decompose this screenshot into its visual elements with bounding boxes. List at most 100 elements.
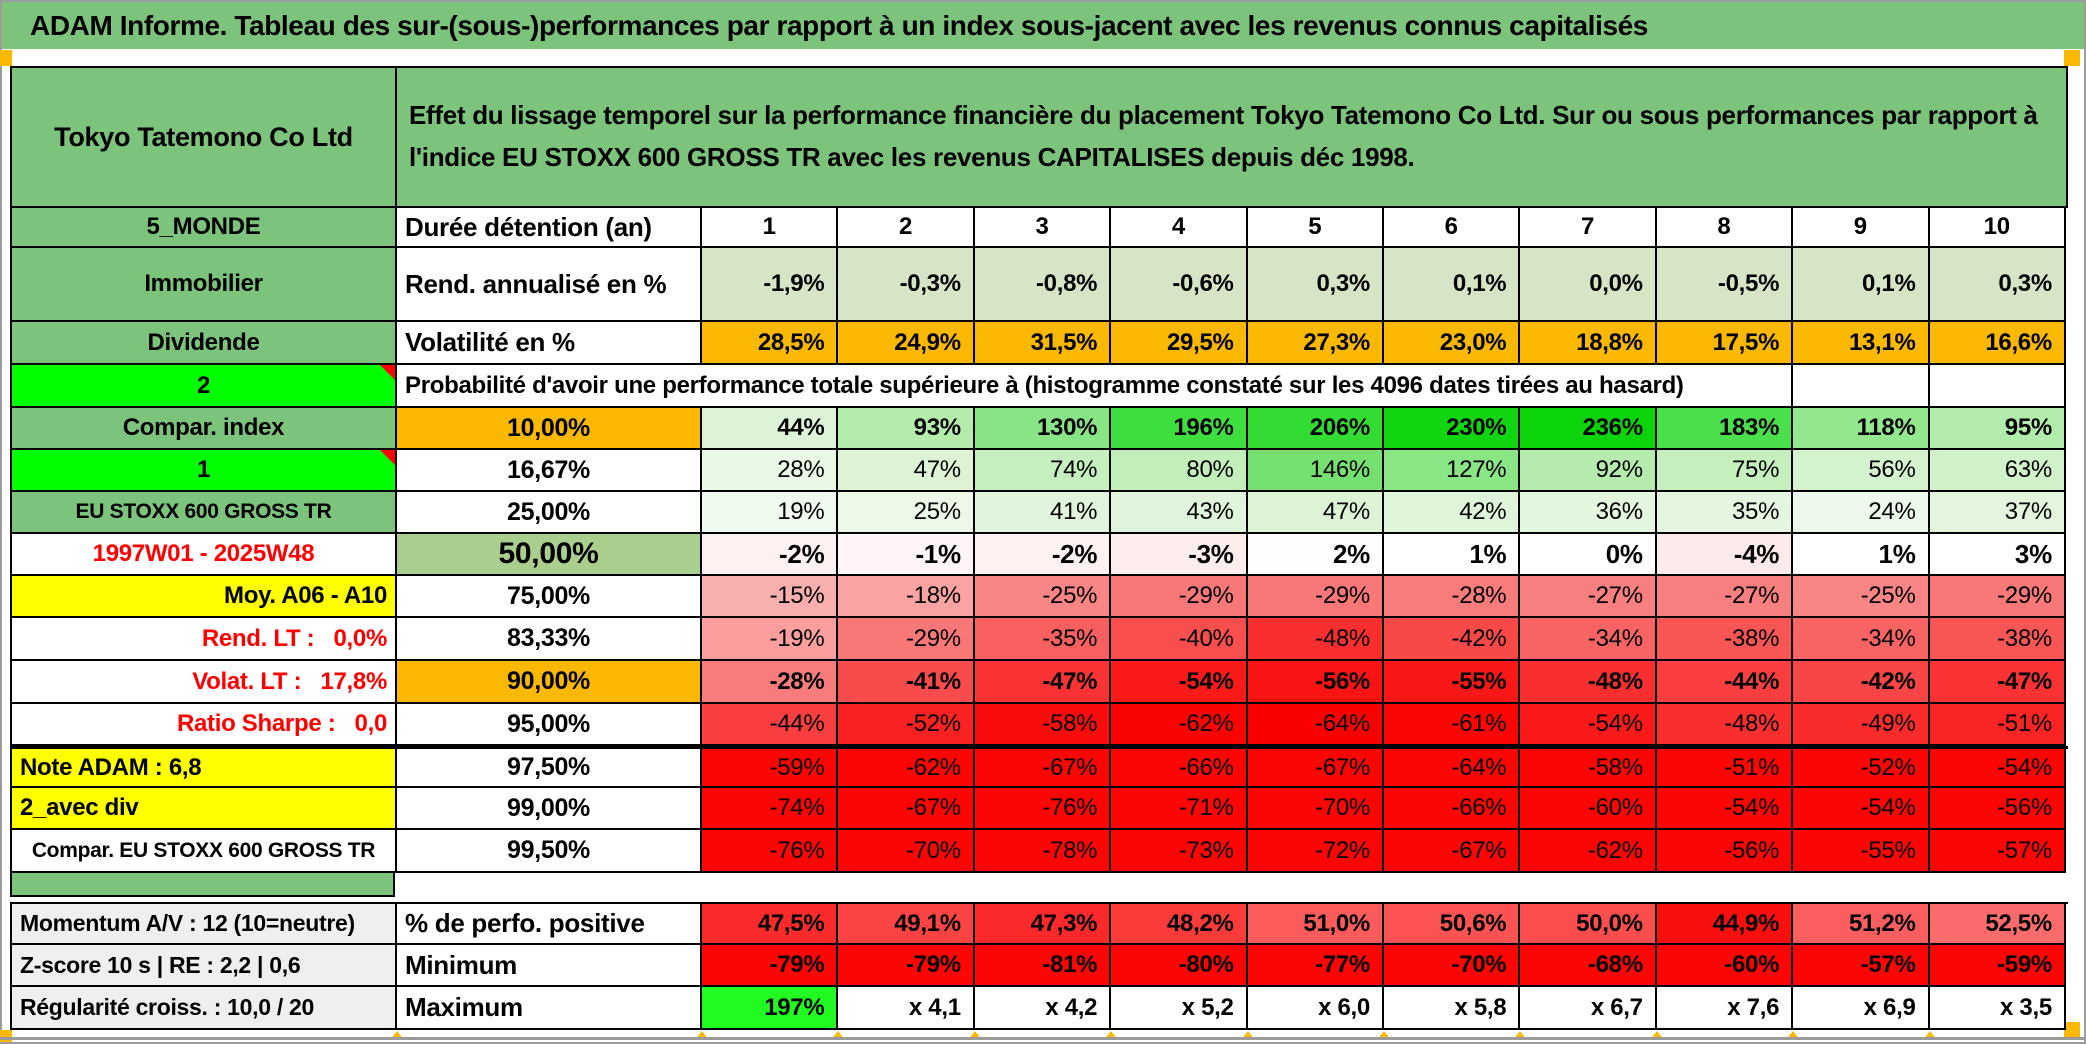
data-cell[interactable]: -0,6% <box>1111 248 1248 322</box>
row-label-cell[interactable]: Compar. EU STOXX 600 GROSS TR <box>12 830 397 873</box>
data-cell[interactable]: -76% <box>702 830 839 873</box>
data-cell[interactable]: -25% <box>1793 576 1930 618</box>
data-cell[interactable]: -29% <box>838 618 975 661</box>
data-cell[interactable]: -41% <box>838 661 975 704</box>
data-cell[interactable]: -0,3% <box>838 248 975 322</box>
data-cell[interactable]: x 5,2 <box>1111 987 1248 1030</box>
data-cell[interactable]: -77% <box>1247 945 1384 987</box>
data-cell[interactable]: 23,0% <box>1383 322 1521 365</box>
row-label-cell[interactable]: 5_MONDE <box>12 208 397 248</box>
data-cell[interactable]: 37% <box>1929 492 2066 534</box>
row-label-cell[interactable]: Z-score 10 s | RE : 2,2 | 0,6 <box>12 945 397 987</box>
data-cell[interactable]: 16,6% <box>1929 322 2066 365</box>
data-cell[interactable]: 0,3% <box>1247 248 1384 322</box>
row-head-cell[interactable]: 97,50% <box>397 749 702 788</box>
data-cell[interactable]: 35% <box>1656 492 1794 534</box>
data-cell[interactable]: -34% <box>1793 618 1930 661</box>
data-cell[interactable]: 95% <box>1929 408 2066 450</box>
row-label-cell[interactable]: Moy. A06 - A10 <box>12 576 397 618</box>
data-cell[interactable]: 80% <box>1111 450 1248 492</box>
data-cell[interactable]: 0% <box>1520 534 1657 576</box>
row-head-cell[interactable]: Rend. annualisé en % <box>397 248 702 322</box>
data-cell[interactable]: -57% <box>1793 945 1930 987</box>
data-cell[interactable]: 146% <box>1247 450 1384 492</box>
data-cell[interactable]: 93% <box>838 408 975 450</box>
data-cell[interactable]: 3% <box>1929 534 2066 576</box>
data-cell[interactable]: -52% <box>1793 749 1930 788</box>
data-cell[interactable]: -2% <box>974 534 1112 576</box>
data-cell[interactable]: -3% <box>1111 534 1248 576</box>
data-cell[interactable]: -62% <box>1111 704 1248 746</box>
data-cell[interactable]: -40% <box>1111 618 1248 661</box>
data-cell[interactable]: 0,3% <box>1929 248 2066 322</box>
security-name-cell[interactable]: Tokyo Tatemono Co Ltd <box>12 68 397 208</box>
data-cell[interactable]: 50,6% <box>1383 904 1521 945</box>
data-cell[interactable]: 7 <box>1520 208 1657 248</box>
row-label-cell[interactable]: 1 <box>12 450 397 492</box>
data-cell[interactable]: 44,9% <box>1656 904 1794 945</box>
row-label-cell[interactable]: Volat. LT : 17,8% <box>12 661 397 704</box>
data-cell[interactable]: 47% <box>1247 492 1384 534</box>
table-description-cell[interactable]: Effet du lissage temporel sur la perform… <box>397 68 2068 208</box>
data-cell[interactable]: 52,5% <box>1929 904 2066 945</box>
row-head-cell[interactable]: Durée détention (an) <box>397 208 702 248</box>
data-cell[interactable]: 42% <box>1383 492 1521 534</box>
data-cell[interactable]: -59% <box>1929 945 2066 987</box>
data-cell[interactable]: -42% <box>1383 618 1521 661</box>
data-cell[interactable]: 10 <box>1929 208 2066 248</box>
data-cell[interactable]: -67% <box>1247 749 1384 788</box>
data-cell[interactable]: -79% <box>838 945 975 987</box>
data-cell[interactable]: -54% <box>1520 704 1657 746</box>
data-cell[interactable] <box>1929 365 2066 408</box>
row-label-cell[interactable]: EU STOXX 600 GROSS TR <box>12 492 397 534</box>
data-cell[interactable]: -73% <box>1111 830 1248 873</box>
data-cell[interactable]: -76% <box>974 788 1112 830</box>
data-cell[interactable]: -68% <box>1520 945 1657 987</box>
data-cell[interactable]: -48% <box>1247 618 1384 661</box>
row-head-cell[interactable]: 90,00% <box>397 661 702 704</box>
row-head-cell[interactable]: Volatilité en % <box>397 322 702 365</box>
data-cell[interactable]: 1 <box>702 208 839 248</box>
data-cell[interactable]: -56% <box>1247 661 1384 704</box>
row-label-cell[interactable]: Momentum A/V : 12 (10=neutre) <box>12 904 397 945</box>
data-cell[interactable]: -60% <box>1656 945 1794 987</box>
data-cell[interactable]: -49% <box>1793 704 1930 746</box>
data-cell[interactable]: -71% <box>1111 788 1248 830</box>
data-cell[interactable]: 41% <box>974 492 1112 534</box>
data-cell[interactable]: 47,3% <box>974 904 1112 945</box>
data-cell[interactable]: 18,8% <box>1520 322 1657 365</box>
data-cell[interactable]: 28% <box>702 450 839 492</box>
row-head-cell[interactable]: 75,00% <box>397 576 702 618</box>
data-cell[interactable]: 3 <box>974 208 1112 248</box>
data-cell[interactable]: -81% <box>974 945 1112 987</box>
data-cell[interactable]: -54% <box>1793 788 1930 830</box>
data-cell[interactable]: 4 <box>1111 208 1248 248</box>
data-cell[interactable]: -62% <box>1520 830 1657 873</box>
row-head-cell[interactable]: 95,00% <box>397 704 702 746</box>
data-cell[interactable]: 75% <box>1656 450 1794 492</box>
data-cell[interactable]: -55% <box>1793 830 1930 873</box>
data-cell[interactable]: -60% <box>1520 788 1657 830</box>
data-cell[interactable]: -38% <box>1656 618 1794 661</box>
row-head-cell[interactable]: 16,67% <box>397 450 702 492</box>
data-cell[interactable]: -66% <box>1111 749 1248 788</box>
data-cell[interactable]: 50,0% <box>1520 904 1657 945</box>
data-cell[interactable]: x 4,2 <box>974 987 1112 1030</box>
data-cell[interactable]: -51% <box>1929 704 2066 746</box>
data-cell[interactable]: -58% <box>974 704 1112 746</box>
data-cell[interactable]: -18% <box>838 576 975 618</box>
data-cell[interactable]: -34% <box>1520 618 1657 661</box>
row-head-cell[interactable]: % de perfo. positive <box>397 904 702 945</box>
data-cell[interactable]: 24,9% <box>838 322 975 365</box>
row-label-cell[interactable]: 2 <box>12 365 397 408</box>
data-cell[interactable]: 56% <box>1793 450 1930 492</box>
data-cell[interactable]: -80% <box>1111 945 1248 987</box>
data-cell[interactable]: -72% <box>1247 830 1384 873</box>
data-cell[interactable]: x 6,0 <box>1247 987 1384 1030</box>
row-head-cell[interactable]: 83,33% <box>397 618 702 661</box>
data-cell[interactable]: 183% <box>1656 408 1794 450</box>
data-cell[interactable]: -28% <box>1383 576 1521 618</box>
data-cell[interactable]: -29% <box>1929 576 2066 618</box>
data-cell[interactable]: x 7,6 <box>1656 987 1794 1030</box>
data-cell[interactable]: -0,8% <box>974 248 1112 322</box>
